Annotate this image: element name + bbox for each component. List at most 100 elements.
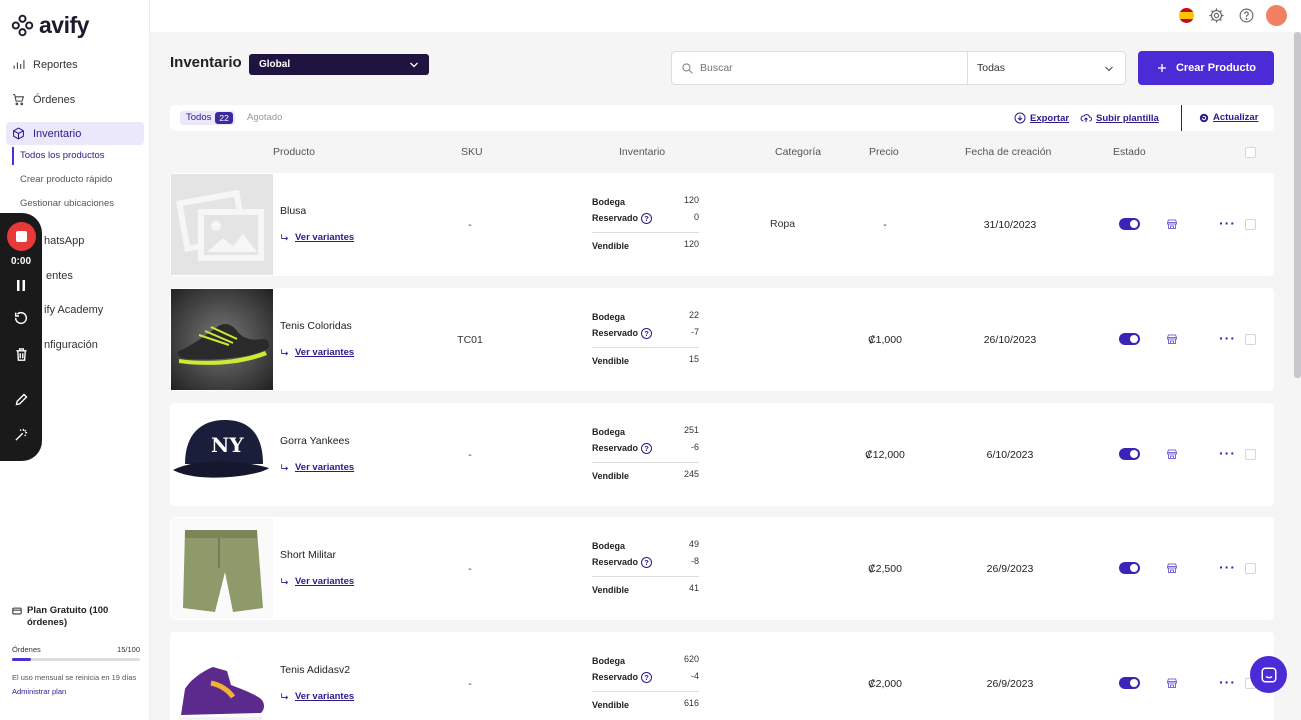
status-toggle[interactable] [1119,333,1140,345]
column-header-sku[interactable]: SKU [461,146,483,158]
plan-orders-count: 15/100 [117,645,140,654]
language-flag-icon[interactable] [1176,5,1197,26]
scope-select[interactable]: Global [249,54,429,75]
search-input[interactable] [700,62,950,74]
more-options-icon[interactable]: ··· [1219,674,1236,690]
sidebar-subitem-quick-create[interactable]: Crear producto rápido [20,174,113,185]
status-toggle[interactable] [1119,677,1140,689]
sidebar-item-clientes[interactable]: entes [6,264,144,287]
sidebar-item-ordenes[interactable]: Órdenes [6,88,144,111]
column-header-category[interactable]: Categoría [775,146,822,158]
sellable-label: Vendible [592,356,630,366]
sidebar-subitem-all-products[interactable]: Todos los productos [12,147,105,165]
row-checkbox[interactable] [1245,334,1256,345]
restart-button[interactable] [11,308,31,328]
table-row[interactable]: Blusa Ver variantes - Bodega 120 Reserva… [170,173,1274,276]
stop-recording-button[interactable] [7,222,36,251]
sidebar-item-label: Órdenes [33,93,76,106]
effects-button[interactable] [11,424,31,444]
upload-template-link[interactable]: Subir plantilla [1080,112,1159,124]
delete-recording-button[interactable] [11,344,31,364]
refresh-link[interactable]: Actualizar [1199,112,1258,123]
tab-out-of-stock[interactable]: Agotado [247,112,283,123]
create-product-button[interactable]: Crear Producto [1138,51,1274,85]
view-variants-link[interactable]: Ver variantes [280,576,354,587]
help-icon[interactable]: ? [641,213,653,225]
store-icon[interactable] [1166,561,1178,579]
sidebar-subitem-locations[interactable]: Gestionar ubicaciones [20,198,114,209]
product-name[interactable]: Blusa [280,205,307,217]
divider [1181,105,1182,131]
view-variants-link[interactable]: Ver variantes [280,347,354,358]
product-thumbnail[interactable] [171,633,273,720]
table-row[interactable]: Short Militar Ver variantes - Bodega 49 … [170,517,1274,620]
plus-icon [1157,64,1166,72]
pause-button[interactable] [11,275,31,295]
store-icon[interactable] [1166,447,1178,465]
column-header-status[interactable]: Estado [1113,146,1146,158]
help-icon[interactable]: ? [641,557,653,569]
search-box[interactable] [671,51,968,85]
product-name[interactable]: Gorra Yankees [280,435,350,447]
category-filter-select[interactable]: Todas [967,51,1126,85]
store-icon[interactable] [1166,217,1178,235]
help-icon[interactable] [1236,5,1257,26]
stock-label: Bodega [592,541,626,551]
row-checkbox[interactable] [1245,449,1256,460]
column-header-price[interactable]: Precio [869,146,899,158]
row-checkbox[interactable] [1245,563,1256,574]
more-options-icon[interactable]: ··· [1219,330,1236,346]
row-checkbox[interactable] [1245,219,1256,230]
tab-all[interactable]: Todos 22 [180,111,235,125]
more-options-icon[interactable]: ··· [1219,445,1236,461]
status-toggle[interactable] [1119,218,1140,230]
product-thumbnail[interactable] [171,174,273,275]
sidebar-item-configuracion[interactable]: nfiguración [6,333,144,356]
product-name[interactable]: Tenis Adidasv2 [280,664,351,676]
product-name[interactable]: Short Militar [280,549,337,561]
sidebar-item-whatsapp[interactable]: hatsApp [6,229,144,252]
select-all-checkbox[interactable] [1245,147,1256,158]
column-header-created-date[interactable]: Fecha de creación [965,146,1052,158]
product-created-date: 6/10/2023 [986,449,1034,461]
status-toggle[interactable] [1119,448,1140,460]
table-row[interactable]: Tenis Coloridas Ver variantes TC01 Bodeg… [170,288,1274,391]
chat-button[interactable] [1250,656,1287,693]
gear-icon[interactable] [1206,5,1227,26]
table-row[interactable]: NY Gorra Yankees Ver variantes - Bodega … [170,403,1274,506]
help-icon[interactable]: ? [641,672,653,684]
sellable-label: Vendible [592,241,630,251]
reserved-label: Reservado? [592,672,653,684]
table-row[interactable]: Tenis Adidasv2 Ver variantes - Bodega 62… [170,632,1274,720]
store-icon[interactable] [1166,676,1178,694]
logo[interactable]: avify [11,12,89,39]
product-thumbnail[interactable] [171,518,273,619]
product-thumbnail[interactable] [171,289,273,390]
view-variants-link[interactable]: Ver variantes [280,232,354,243]
arrow-return-icon [281,577,289,584]
more-options-icon[interactable]: ··· [1219,215,1236,231]
product-thumbnail[interactable]: NY [171,404,273,505]
sidebar-item-inventario[interactable]: Inventario [6,122,144,145]
product-price: ₡2,500 [868,563,902,575]
avatar[interactable] [1266,5,1287,26]
help-icon[interactable]: ? [641,328,653,340]
sidebar-item-academy[interactable]: ify Academy [6,298,144,321]
sidebar-item-reportes[interactable]: Reportes [6,53,144,76]
scrollbar[interactable] [1294,32,1301,378]
product-name[interactable]: Tenis Coloridas [280,320,352,332]
export-link[interactable]: Exportar [1014,112,1069,124]
help-icon[interactable]: ? [641,443,653,455]
view-variants-link[interactable]: Ver variantes [280,462,354,473]
reserved-label: Reservado? [592,328,653,340]
draw-button[interactable] [11,389,31,409]
product-price: ₡12,000 [865,449,905,461]
manage-plan-link[interactable]: Administrar plan [12,687,67,696]
more-options-icon[interactable]: ··· [1219,559,1236,575]
column-header-inventory[interactable]: Inventario [619,146,666,158]
view-variants-link[interactable]: Ver variantes [280,691,354,702]
store-icon[interactable] [1166,332,1178,350]
status-toggle[interactable] [1119,562,1140,574]
column-header-product[interactable]: Producto [273,146,316,158]
sidebar-item-label: ify Academy [44,303,104,316]
